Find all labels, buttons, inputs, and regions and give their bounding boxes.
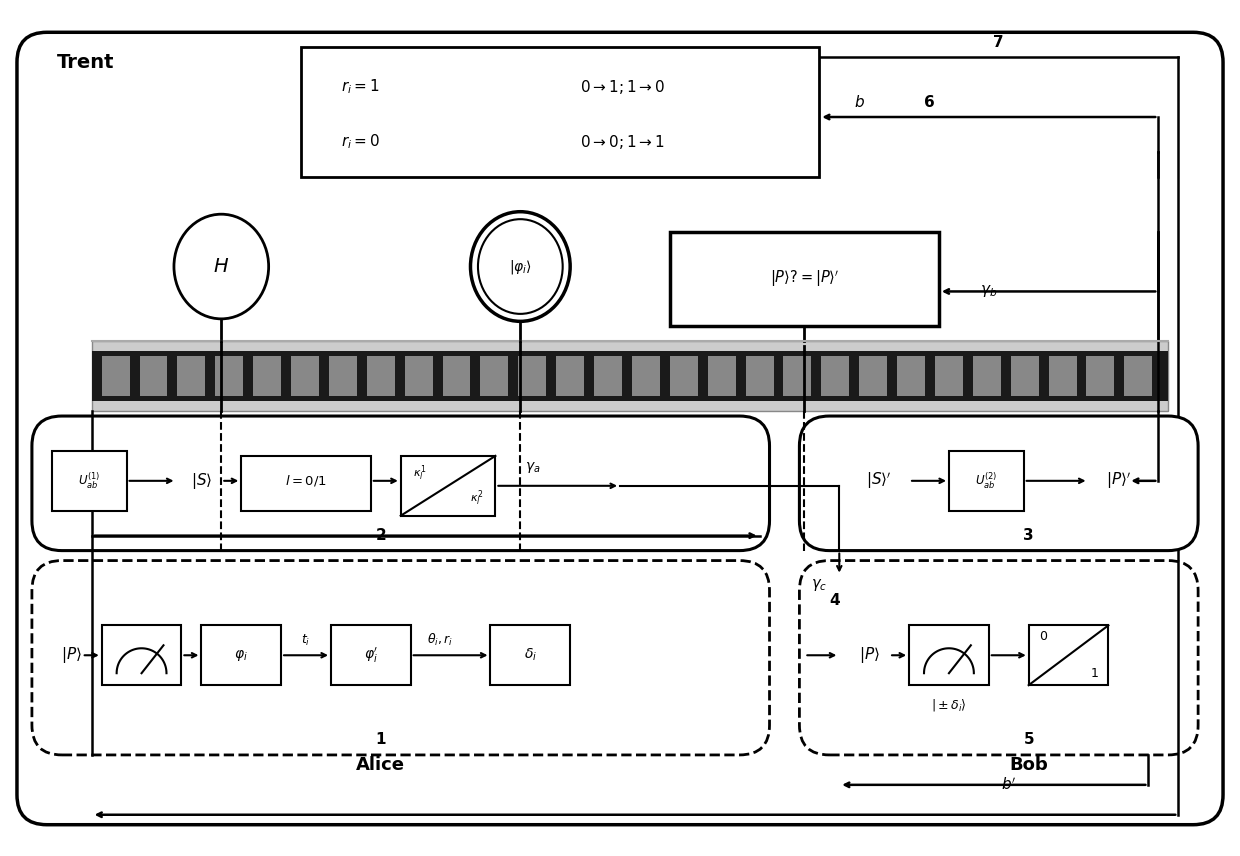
Bar (102, 626, 181, 685)
Bar (670, 356, 698, 396)
Bar (784, 356, 811, 396)
Bar (859, 356, 887, 396)
Text: $t_i$: $t_i$ (301, 633, 311, 648)
Text: $|\varphi_i\rangle$: $|\varphi_i\rangle$ (508, 258, 532, 276)
Bar (480, 356, 508, 396)
Bar (594, 356, 622, 396)
Bar (92, 351, 1168, 401)
Bar (329, 356, 357, 396)
Bar (216, 356, 243, 396)
Bar (1086, 356, 1115, 396)
Bar (52, 451, 126, 511)
Bar (708, 356, 735, 396)
Text: 5: 5 (1023, 733, 1034, 747)
Text: $\delta_i$: $\delta_i$ (523, 647, 537, 663)
Bar (1011, 356, 1039, 396)
Bar (331, 626, 410, 685)
Bar (491, 626, 570, 685)
Text: $|P\rangle ?= |P\rangle'$: $|P\rangle ?= |P\rangle'$ (770, 269, 839, 289)
Text: $|S\rangle'$: $|S\rangle'$ (867, 471, 892, 491)
Bar (301, 47, 820, 177)
Text: $|P\rangle'$: $|P\rangle'$ (1106, 471, 1131, 491)
Bar (821, 356, 849, 396)
Bar (745, 356, 774, 396)
FancyBboxPatch shape (17, 33, 1223, 824)
Ellipse shape (470, 211, 570, 321)
FancyBboxPatch shape (800, 561, 1198, 755)
Text: $\gamma_b$: $\gamma_b$ (980, 283, 997, 300)
Bar (897, 356, 925, 396)
Bar (1125, 356, 1152, 396)
Text: $r_i = 1$: $r_i = 1$ (341, 78, 379, 97)
Bar (177, 356, 206, 396)
Bar (404, 356, 433, 396)
Text: $\kappa_l^1$: $\kappa_l^1$ (413, 464, 427, 484)
Bar (92, 342, 1168, 411)
Text: $r_i = 0$: $r_i = 0$ (341, 133, 379, 152)
FancyBboxPatch shape (32, 561, 770, 755)
Text: 2: 2 (376, 528, 386, 544)
Text: $U_{ab}^{(2)}$: $U_{ab}^{(2)}$ (975, 471, 997, 490)
Bar (670, 232, 939, 326)
FancyBboxPatch shape (800, 416, 1198, 550)
Text: $\kappa_l^2$: $\kappa_l^2$ (470, 488, 484, 508)
Text: $\varphi_i$: $\varphi_i$ (234, 648, 248, 663)
Text: $|\pm\delta_i\rangle$: $|\pm\delta_i\rangle$ (931, 697, 967, 713)
Ellipse shape (477, 219, 563, 314)
Text: $0 \rightarrow 0; 1 \rightarrow 1$: $0 \rightarrow 0; 1 \rightarrow 1$ (580, 133, 665, 151)
Bar (1029, 626, 1109, 685)
Text: $|P\rangle$: $|P\rangle$ (61, 645, 82, 665)
Text: $l=0/1$: $l=0/1$ (285, 473, 327, 488)
Bar (518, 356, 547, 396)
Text: $H$: $H$ (213, 257, 229, 276)
Bar (443, 356, 470, 396)
Text: $b$: $b$ (854, 94, 864, 110)
FancyBboxPatch shape (32, 416, 770, 550)
Text: 4: 4 (830, 593, 839, 608)
Text: $b'$: $b'$ (1001, 776, 1017, 794)
Bar (242, 456, 371, 511)
Bar (367, 356, 394, 396)
Text: 7: 7 (993, 35, 1004, 50)
Bar (949, 451, 1024, 511)
Text: $U_{ab}^{(1)}$: $U_{ab}^{(1)}$ (78, 471, 100, 490)
Bar (935, 356, 963, 396)
Text: 3: 3 (1023, 528, 1034, 544)
Bar (1049, 356, 1076, 396)
Text: $\varphi_i'$: $\varphi_i'$ (363, 645, 378, 665)
Bar (401, 456, 496, 515)
Text: $|S\rangle$: $|S\rangle$ (191, 471, 212, 490)
Text: Trent: Trent (57, 53, 114, 72)
Text: 1: 1 (1090, 667, 1099, 681)
Text: 6: 6 (924, 94, 935, 110)
Text: Alice: Alice (356, 756, 405, 774)
Text: 0: 0 (1039, 630, 1047, 644)
Bar (102, 356, 130, 396)
Bar (291, 356, 319, 396)
Text: $\theta_i, r_i$: $\theta_i, r_i$ (428, 633, 454, 648)
Bar (557, 356, 584, 396)
Text: $\gamma_a$: $\gamma_a$ (526, 461, 541, 475)
Text: $\gamma_c$: $\gamma_c$ (811, 578, 827, 593)
Text: $0 \rightarrow 1; 1 \rightarrow 0$: $0 \rightarrow 1; 1 \rightarrow 0$ (580, 78, 666, 96)
Text: Bob: Bob (1009, 756, 1048, 774)
Bar (973, 356, 1001, 396)
Bar (253, 356, 281, 396)
Ellipse shape (174, 214, 269, 318)
Bar (140, 356, 167, 396)
Text: $|P\rangle$: $|P\rangle$ (859, 645, 879, 665)
Text: 1: 1 (376, 733, 386, 747)
Bar (909, 626, 988, 685)
Bar (201, 626, 281, 685)
Bar (632, 356, 660, 396)
